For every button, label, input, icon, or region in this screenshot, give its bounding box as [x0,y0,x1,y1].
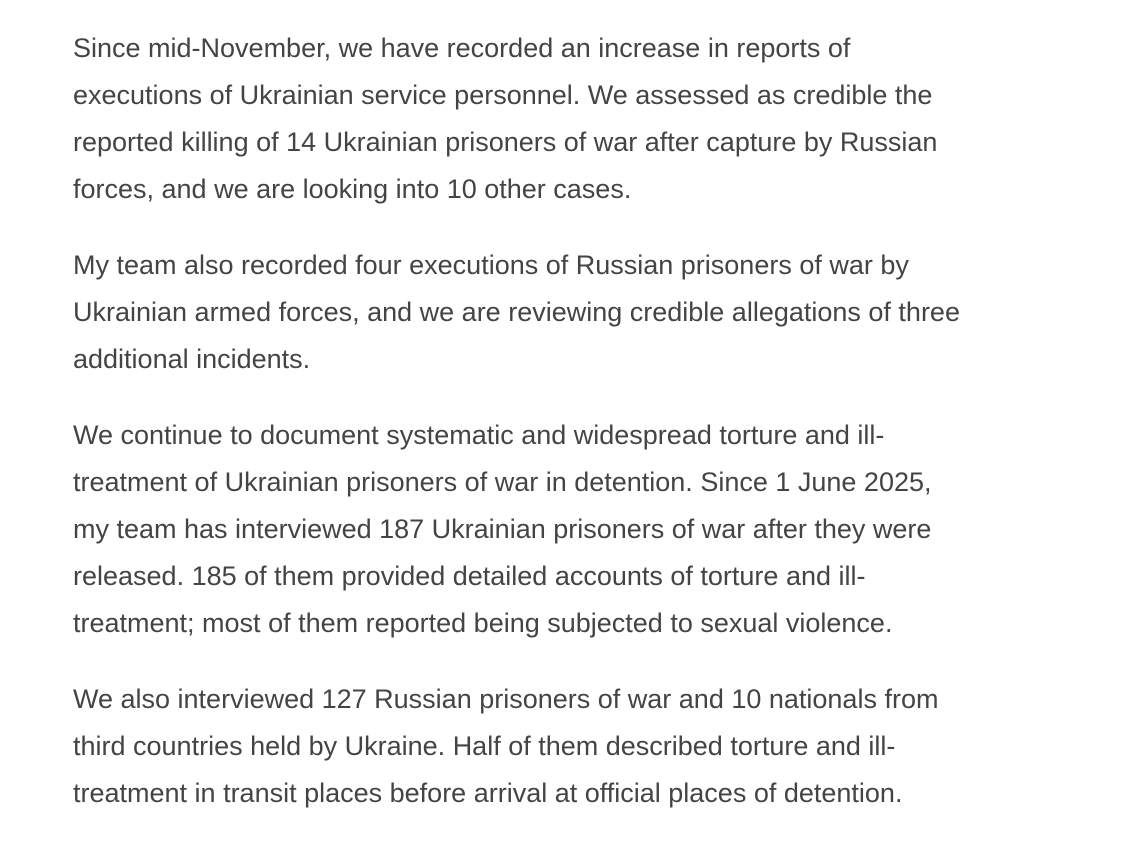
text-line: treatment; most of them reported being s… [73,608,893,638]
paragraph-russian-prisoners: We also interviewed 127 Russian prisoner… [73,676,960,817]
text-line: third countries held by Ukraine. Half of… [73,731,896,761]
text-line: Ukrainian armed forces, and we are revie… [73,297,960,327]
text-line: treatment of Ukrainian prisoners of war … [73,467,932,497]
text-line: We continue to document systematic and w… [73,420,885,450]
text-line: reported killing of 14 Ukrainian prisone… [73,127,938,157]
text-line: my team has interviewed 187 Ukrainian pr… [73,514,932,544]
text-line: My team also recorded four executions of… [73,250,909,280]
text-line: executions of Ukrainian service personne… [73,80,933,110]
paragraph-executions-ukrainian: Since mid-November, we have recorded an … [73,25,960,213]
text-line: treatment in transit places before arriv… [73,778,903,808]
paragraph-executions-russian: My team also recorded four executions of… [73,242,960,383]
text-line: forces, and we are looking into 10 other… [73,174,632,204]
paragraph-torture-ukrainian: We continue to document systematic and w… [73,412,960,647]
text-line: released. 185 of them provided detailed … [73,561,866,591]
text-line: Since mid-November, we have recorded an … [73,33,851,63]
text-line: We also interviewed 127 Russian prisoner… [73,684,939,714]
text-line: additional incidents. [73,344,311,374]
document-body: Since mid-November, we have recorded an … [73,25,960,846]
